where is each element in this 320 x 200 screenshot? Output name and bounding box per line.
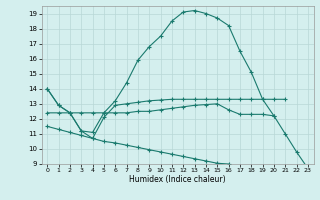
X-axis label: Humidex (Indice chaleur): Humidex (Indice chaleur) (129, 175, 226, 184)
